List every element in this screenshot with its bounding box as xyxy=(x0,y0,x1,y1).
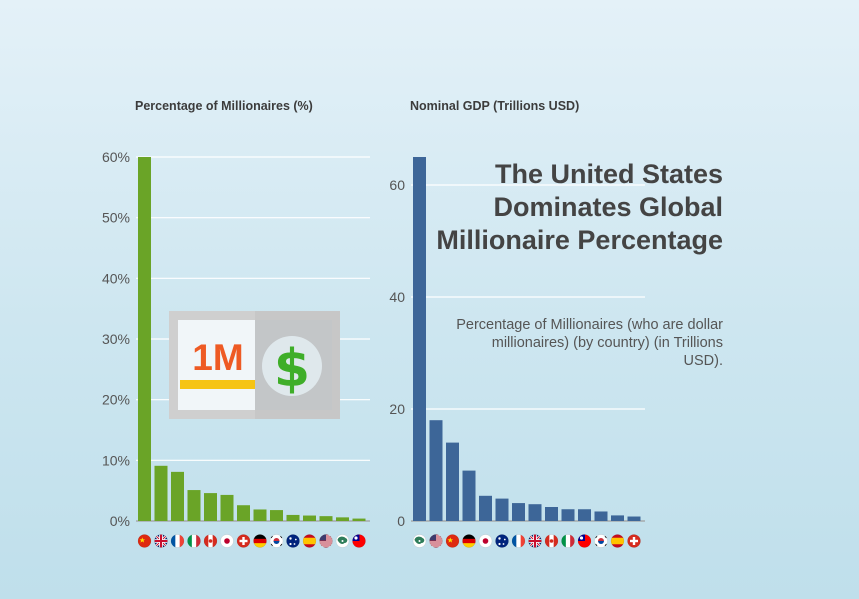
gdp-bar-kr: 1.7 xyxy=(594,511,608,521)
flag-tw-icon: Taiwan flag xyxy=(352,534,366,548)
dollar-coin-icon: $ xyxy=(274,339,310,399)
millionaires-bar-jp: 4.3 xyxy=(220,494,234,521)
millionaires-y-tick-label: 40% xyxy=(102,270,130,286)
flag-ng-icon: Map emblem xyxy=(412,534,427,548)
flag-tw-icon: Taiwan flag xyxy=(577,534,592,548)
flag-gb-icon: United Kingdom flag xyxy=(528,534,542,548)
gdp-y-tick-label: 0 xyxy=(397,513,405,529)
gdp-y-tick-label: 20 xyxy=(389,401,405,417)
gdp-bar-au: 4 xyxy=(495,498,509,521)
gdp-bar-it: 2.1 xyxy=(561,509,575,521)
gdp-bar-gb: 3 xyxy=(528,504,542,521)
gdp-y-tick-label: 60 xyxy=(389,177,405,193)
flag-ch-icon: Switzerland flag xyxy=(236,534,251,548)
millionaires-bar-tw: 0.4 xyxy=(352,518,366,521)
gdp-x-axis-flags: Map emblemUnited States flagChina flagGe… xyxy=(412,534,641,548)
gdp-bar-fr: 3.2 xyxy=(512,503,525,521)
gdp-bar-us: 18 xyxy=(429,420,443,521)
gdp-bar-ca: 2.5 xyxy=(545,507,558,521)
flag-de-icon: Germany flag xyxy=(462,534,476,548)
millionaires-bar-ng: 0.6 xyxy=(336,517,349,521)
millionaires-bar-us: 0.8 xyxy=(319,516,333,521)
flag-au-icon: Australia flag xyxy=(286,534,300,548)
flag-ca-icon: Canada flag xyxy=(544,534,559,548)
flag-fr-icon: France flag xyxy=(511,534,526,548)
millionaires-bar-gb: 9.1 xyxy=(154,465,168,521)
nominal-gdp-chart: Nominal GDP (Trillions USD) 0 20 40 60 6518… xyxy=(389,99,645,548)
gdp-bar-ng: 65 xyxy=(413,157,426,521)
flag-jp-icon: Japan flag xyxy=(478,534,493,548)
gdp-bar-tw: 2.1 xyxy=(578,509,591,521)
millionaires-y-tick-label: 60% xyxy=(102,149,130,165)
millionaires-bar-cn: 60 xyxy=(138,157,151,521)
millionaires-bar-fr: 8.1 xyxy=(171,471,184,521)
gdp-bar-es: 1 xyxy=(611,515,624,521)
flag-de-icon: Germany flag xyxy=(253,534,267,548)
flag-es-icon: Spain flag xyxy=(610,534,625,548)
gdp-bar-ch: 0.8 xyxy=(627,516,641,521)
flag-fr-icon: France flag xyxy=(170,534,185,548)
flag-kr-icon: South Korea flag xyxy=(269,534,284,548)
flag-us-icon: United States flag xyxy=(429,534,443,548)
millionaires-bar-kr: 1.8 xyxy=(270,510,283,521)
gdp-bar-cn: 14 xyxy=(446,442,459,521)
millionaires-y-tick-label: 50% xyxy=(102,210,130,226)
millionaires-bar-de: 1.9 xyxy=(253,509,267,521)
millionaires-bar-ch: 2.6 xyxy=(237,505,250,521)
gdp-chart-title: Nominal GDP (Trillions USD) xyxy=(410,99,579,113)
flag-ca-icon: Canada flag xyxy=(203,534,218,548)
gdp-y-axis: 0 20 40 60 xyxy=(389,177,405,529)
millionaires-chart-title: Percentage of Millionaires (%) xyxy=(135,99,313,113)
flag-ch-icon: Switzerland flag xyxy=(627,534,641,548)
flag-cn-icon: China flag xyxy=(137,534,152,548)
subtitle: Percentage of Millionaires (who are doll… xyxy=(456,317,723,369)
millionaires-bars: 609.18.15.14.64.32.61.91.810.90.80.60.4 xyxy=(138,157,366,521)
millionaires-y-tick-label: 0% xyxy=(110,513,130,529)
flag-gb-icon: United Kingdom flag xyxy=(154,534,168,548)
millionaires-y-tick-label: 10% xyxy=(102,452,130,468)
millionaires-bar-ca: 4.6 xyxy=(204,493,217,521)
gdp-y-tick-label: 40 xyxy=(389,289,405,305)
flag-it-icon: Italy flag xyxy=(187,534,201,548)
flag-cn-icon: China flag xyxy=(445,534,460,548)
gdp-bar-jp: 4.5 xyxy=(479,495,492,521)
flag-jp-icon: Japan flag xyxy=(220,534,234,548)
millionaires-bar-au: 1 xyxy=(286,514,300,521)
millionaires-bar-it: 5.1 xyxy=(187,490,201,521)
millionaires-y-tick-label: 30% xyxy=(102,331,130,347)
flag-ng-icon: Map emblem xyxy=(335,534,350,548)
million-dollar-banknote-icon: 1M $ xyxy=(169,311,340,419)
flag-es-icon: Spain flag xyxy=(302,534,317,548)
flag-au-icon: Australia flag xyxy=(495,534,509,548)
millionaires-y-tick-label: 20% xyxy=(102,392,130,408)
millionaires-y-axis: 0% 10% 20% 30% 40% 50% 60% xyxy=(102,149,130,529)
flag-kr-icon: South Korea flag xyxy=(594,534,608,548)
flag-us-icon: United States flag xyxy=(319,534,333,548)
millionaires-bar-es: 0.9 xyxy=(303,515,316,521)
gdp-bar-de: 9 xyxy=(462,470,476,521)
millionaires-x-axis-flags: China flagUnited Kingdom flagFrance flag… xyxy=(137,534,366,548)
flag-it-icon: Italy flag xyxy=(561,534,575,548)
gdp-bars: 65181494.543.232.52.12.11.710.8 xyxy=(413,157,641,521)
banknote-stripe xyxy=(180,380,255,389)
headline: The United States Dominates Global Milli… xyxy=(436,159,723,255)
banknote-amount: 1M xyxy=(192,337,243,378)
